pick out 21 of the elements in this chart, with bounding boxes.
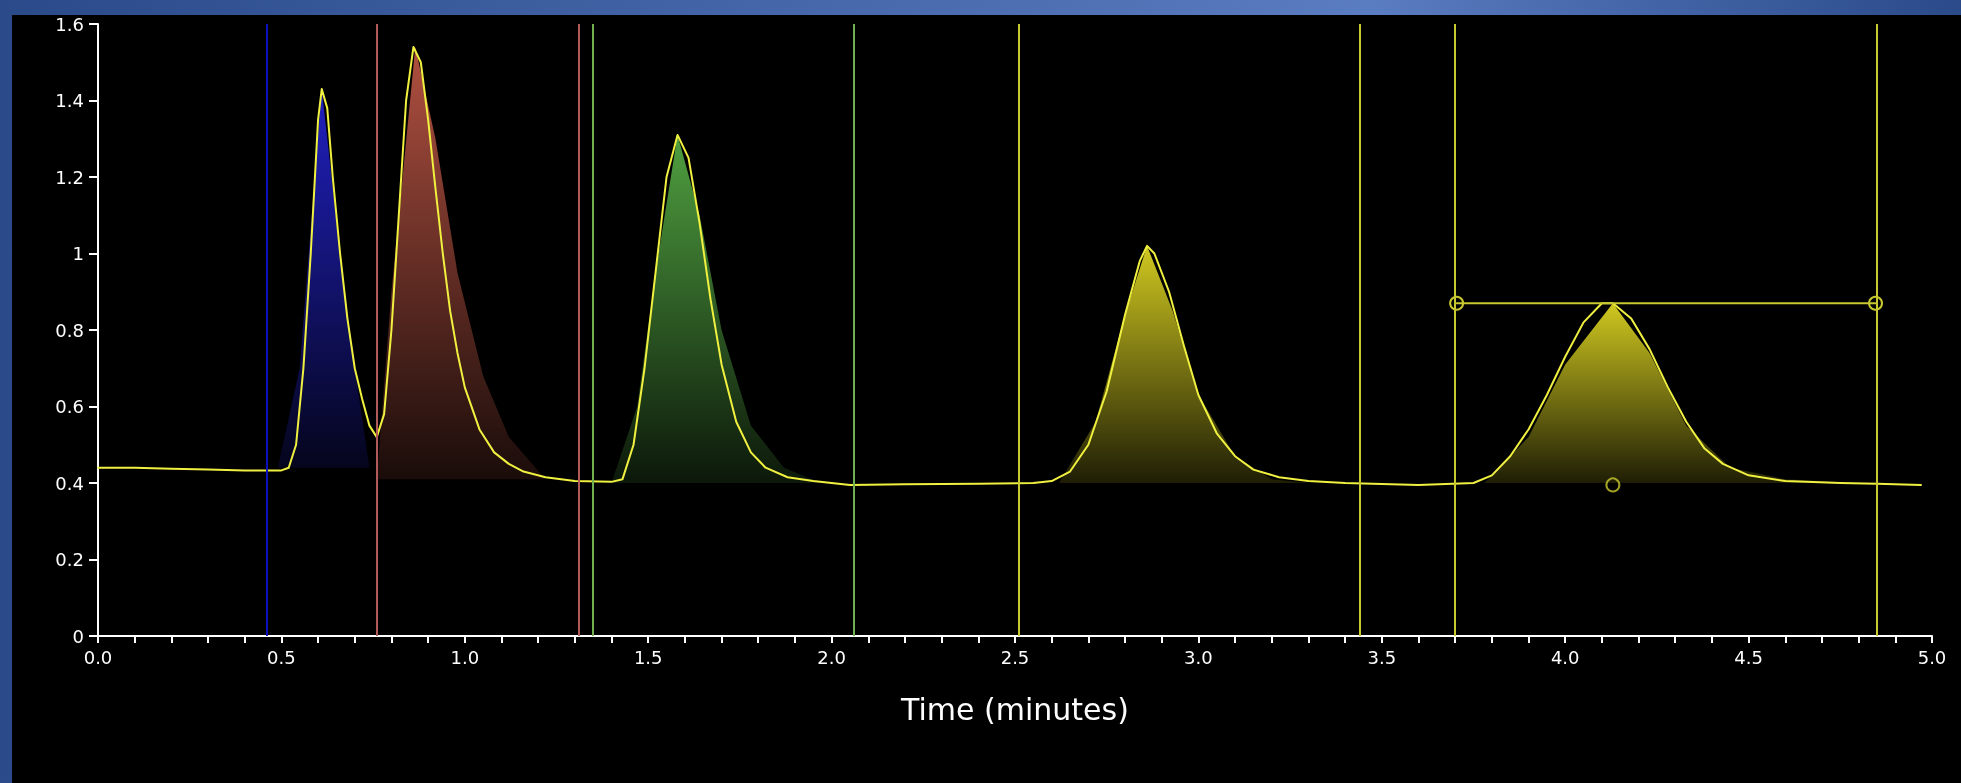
- y-tick-label: 1.2: [55, 166, 84, 188]
- y-tick-label: 1.4: [55, 90, 84, 111]
- x-tick-label: 2.5: [1000, 646, 1030, 668]
- x-tick-label: 1.0: [450, 646, 480, 668]
- x-tick-label: 5.0: [1917, 646, 1947, 668]
- y-tick-label: 0.4: [55, 472, 84, 494]
- x-tick-label: 0.0: [83, 646, 113, 668]
- x-axis-title: Time (minutes): [900, 691, 1129, 727]
- y-tick-label: 1.6: [55, 13, 84, 35]
- x-tick-label: 4.0: [1550, 646, 1580, 668]
- x-tick-label: 3.0: [1184, 646, 1213, 668]
- y-tick-label: 0: [72, 625, 84, 647]
- x-tick-label: 4.5: [1734, 646, 1763, 668]
- y-tick-label: 0.6: [55, 396, 84, 417]
- y-tick-label: 1: [72, 243, 84, 264]
- x-tick-label: 2.0: [817, 646, 846, 668]
- x-tick-label: 0.5: [267, 646, 296, 668]
- x-tick-label: 3.5: [1367, 646, 1397, 668]
- x-tick-label: 1.5: [633, 646, 663, 668]
- y-tick-label: 0.8: [55, 319, 84, 341]
- y-tick-label: 0.2: [55, 549, 84, 570]
